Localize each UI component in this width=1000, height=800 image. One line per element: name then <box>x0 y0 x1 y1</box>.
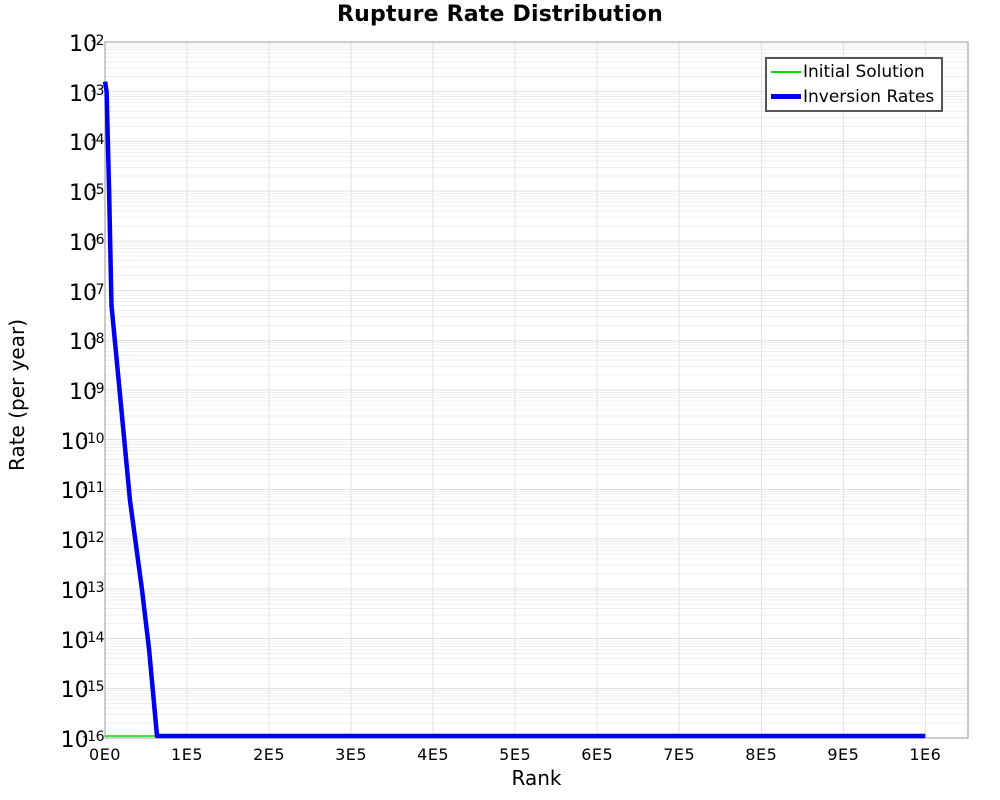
y-tick-label: 10-3 <box>69 81 104 107</box>
y-axis-title: Rate (per year) <box>5 318 29 472</box>
x-tick-label: 1E6 <box>909 745 942 764</box>
legend-item-inversion-rates: Inversion Rates <box>771 86 937 108</box>
gridlines-major-vertical <box>104 42 926 738</box>
x-tick-label: 6E5 <box>581 745 614 764</box>
x-tick-label: 8E5 <box>745 745 778 764</box>
x-tick-label: 3E5 <box>335 745 368 764</box>
legend-item-initial-solution: Initial Solution <box>771 61 937 83</box>
legend-label: Inversion Rates <box>803 86 935 107</box>
series-line-inversion-rates <box>102 81 926 739</box>
y-tick-label: 10-4 <box>69 131 104 157</box>
y-tick-label: 10-6 <box>69 230 104 256</box>
y-tick-label: 10-7 <box>69 280 104 306</box>
x-tick-label: 1E5 <box>171 745 204 764</box>
y-tick-label: 10-15 <box>60 678 105 704</box>
y-tick-label: 10-11 <box>60 479 105 505</box>
legend-swatch-line-icon <box>771 71 801 74</box>
x-tick-label: 9E5 <box>827 745 860 764</box>
legend-label: Initial Solution <box>803 62 925 83</box>
x-tick-label: 7E5 <box>663 745 696 764</box>
x-tick-label: 0E0 <box>89 745 121 764</box>
y-tick-label: 10-2 <box>69 32 104 57</box>
y-tick-label: 10-8 <box>69 330 104 356</box>
y-tick-label: 10-12 <box>60 529 105 555</box>
legend: Initial Solution Inversion Rates <box>765 57 943 112</box>
y-tick-label: 10-5 <box>69 181 104 207</box>
y-tick-label: 10-13 <box>60 578 105 604</box>
x-axis-title: Rank <box>511 766 562 790</box>
y-tick-label: 10-9 <box>69 380 104 405</box>
x-tick-label: 2E5 <box>253 745 286 764</box>
gridlines-minor <box>105 43 968 724</box>
y-tick-label: 10-16 <box>60 728 105 753</box>
x-tick-label: 4E5 <box>417 745 450 764</box>
y-tick-label: 10-10 <box>60 429 105 455</box>
chart-title: Rupture Rate Distribution <box>337 2 663 27</box>
x-tick-label: 5E5 <box>499 745 532 764</box>
y-tick-label: 10-14 <box>60 628 105 654</box>
legend-swatch-line-icon <box>771 94 801 100</box>
